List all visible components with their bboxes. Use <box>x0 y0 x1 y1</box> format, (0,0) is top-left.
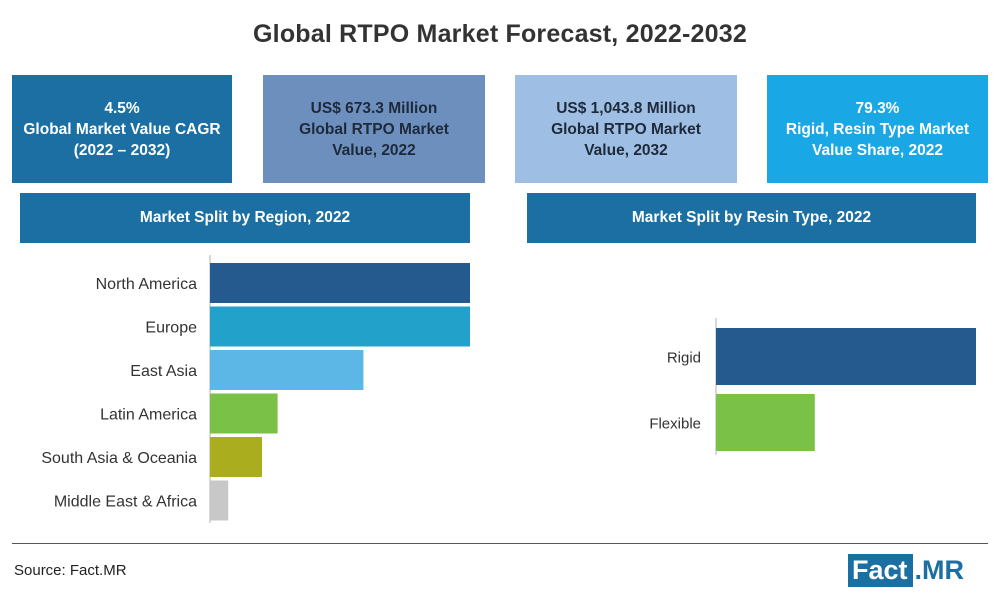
bar-europe <box>210 306 470 347</box>
stat-label: Global Market Value CAGR <box>23 120 221 138</box>
stat-label: Rigid, Resin Type Market <box>785 120 970 138</box>
stat-value: 4.5% <box>104 99 140 117</box>
chart-title: Global RTPO Market Forecast, 2022-2032 <box>253 20 747 48</box>
bar-east-asia <box>210 350 364 390</box>
stat-box-cagr: 4.5% Global Market Value CAGR (2022 – 20… <box>12 75 232 183</box>
bar-latin-america <box>210 393 278 434</box>
category-label: Middle East & Africa <box>54 494 197 511</box>
stat-box-value-2032: US$ 1,043.8 Million Global RTPO Market V… <box>515 75 737 183</box>
logo-text-mr: .MR <box>914 555 965 585</box>
bar-north-america <box>210 263 470 303</box>
stat-label: Global RTPO Market <box>299 120 449 138</box>
factmr-logo: Fact .MR <box>848 554 988 587</box>
resin-chart-title: Market Split by Resin Type, 2022 <box>527 193 976 243</box>
stat-box-value-2022: US$ 673.3 Million Global RTPO Market Val… <box>263 75 485 183</box>
bar-rigid <box>716 328 976 385</box>
category-label: East Asia <box>130 363 197 380</box>
bar-charts: North America Europe East Asia Latin Americ… <box>41 255 976 523</box>
category-label: South Asia & Oceania <box>41 450 197 467</box>
stat-period: (2022 – 2032) <box>73 141 171 159</box>
source-note: Source: Fact.MR <box>14 562 127 579</box>
category-label: Flexible <box>649 416 701 433</box>
category-label: Latin America <box>100 407 197 424</box>
stat-period: Value, 2022 <box>332 141 416 159</box>
region-chart-title: Market Split by Region, 2022 <box>20 193 470 243</box>
bar-flexible <box>716 394 815 451</box>
stat-box-rigid-share: 79.3% Rigid, Resin Type Market Value Sha… <box>767 75 988 183</box>
category-label: Europe <box>145 320 197 337</box>
category-label: North America <box>96 276 197 293</box>
footer-divider <box>12 543 988 544</box>
stat-value: US$ 673.3 Million <box>310 99 438 117</box>
category-label: Rigid <box>667 350 701 367</box>
stat-label: Global RTPO Market <box>551 120 701 138</box>
bar-middle-east-africa <box>210 480 229 521</box>
stat-period: Value Share, 2022 <box>812 141 943 159</box>
logo-text-fact: Fact <box>848 554 913 587</box>
bar-south-asia-oceania <box>210 437 262 477</box>
stat-value: 79.3% <box>855 99 900 117</box>
stat-period: Value, 2032 <box>584 141 668 159</box>
stat-value: US$ 1,043.8 Million <box>556 99 696 117</box>
